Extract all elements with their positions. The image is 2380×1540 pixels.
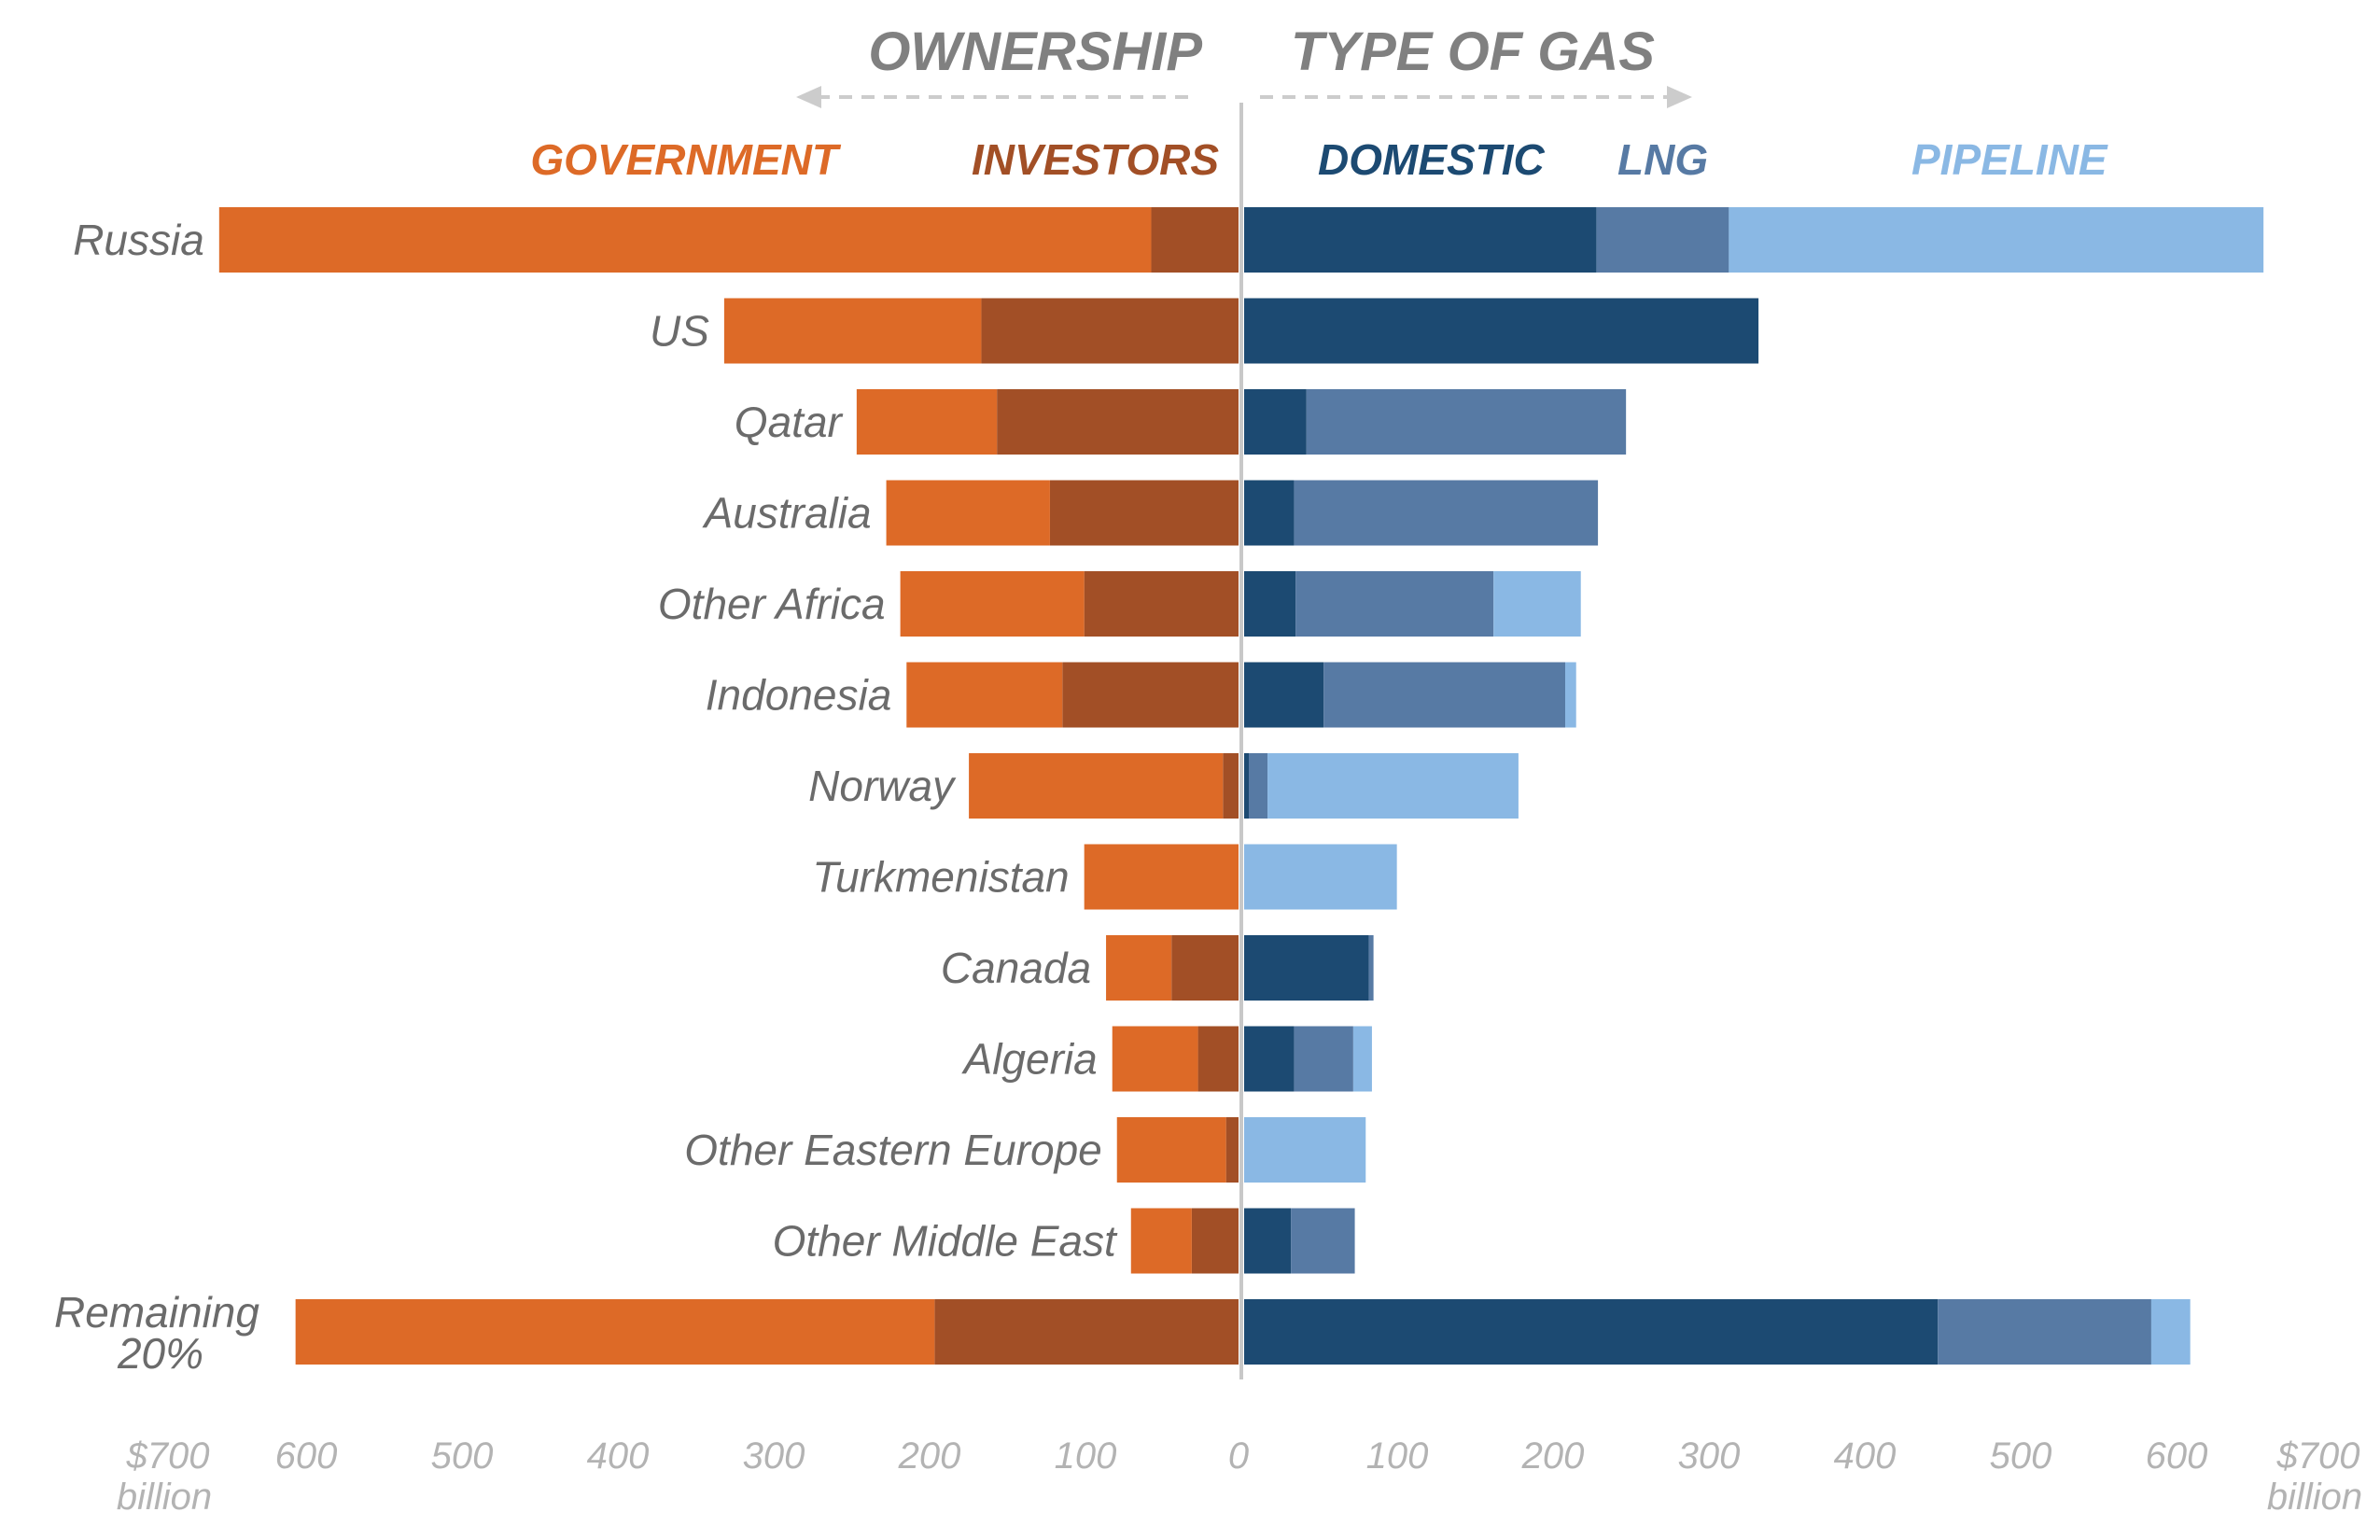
legend-domestic: DOMESTIC [1318,135,1546,184]
legend-investors: INVESTORS [972,135,1219,184]
bar-domestic-russia [1244,207,1597,273]
category-labels: Russia US Qatar Australia Other Africa Indone… [54,216,1118,1378]
bar-government-other-middle-east [1130,1208,1192,1274]
bar-government-algeria [1112,1026,1198,1092]
bar-investors-indonesia [1062,662,1239,728]
category-label: Turkmenistan [812,853,1069,902]
bar-investors-australia [1049,480,1239,546]
bar-investors-other-middle-east [1191,1208,1239,1274]
bar-government-remaining-20 [295,1299,935,1365]
category-label: Russia [73,216,204,264]
bar-investors-remaining-20 [934,1299,1239,1365]
bar-pipeline-remaining-20 [2150,1299,2191,1365]
left-unit-label: billion [117,1477,212,1518]
bar-domestic-remaining-20 [1244,1299,1939,1365]
bar-pipeline-turkmenistan [1244,844,1397,910]
bar-pipeline-algeria [1352,1026,1372,1092]
bar-investors-norway [1223,753,1239,819]
right-unit-label: billion [2267,1477,2362,1518]
left-max-tick-label: $700 [126,1435,210,1477]
bar-group [218,207,2264,1365]
bar-government-turkmenistan [1084,844,1239,910]
tick-label: 100 [1366,1435,1429,1477]
tick-label: 100 [1055,1435,1117,1477]
tick-label: 600 [2146,1435,2208,1477]
x-axis-ticks: 600 500 400 300 200 100 100 200 300 400 500 600 [275,1435,2208,1477]
tick-label: 400 [587,1435,650,1477]
tick-label: 200 [898,1435,961,1477]
bar-domestic-qatar [1244,389,1307,455]
bar-domestic-canada [1244,935,1369,1001]
zero-tick-label: 0 [1228,1435,1249,1477]
bar-pipeline-indonesia [1565,662,1576,728]
bar-domestic-other-middle-east [1244,1208,1292,1274]
bar-lng-other-africa [1295,571,1494,637]
bar-government-australia [886,480,1050,546]
left-arrow-icon [796,86,1195,108]
category-label: Canada [941,944,1091,992]
legend-government: GOVERNMENT [530,135,842,184]
bar-investors-qatar [997,389,1239,455]
category-label: Other Africa [658,580,886,628]
bar-investors-canada [1171,935,1239,1001]
bar-investors-algeria [1197,1026,1239,1092]
category-label: Norway [808,762,957,810]
bar-investors-other-africa [1084,571,1239,637]
bar-pipeline-norway [1267,753,1519,819]
legend-pipeline: PIPELINE [1911,135,2108,184]
category-label: Qatar [735,398,844,446]
type-of-gas-header: TYPE OF GAS [1291,21,1655,82]
tick-label: 500 [1990,1435,2052,1477]
bar-government-qatar [856,389,998,455]
bar-investors-russia [1151,207,1239,273]
bar-pipeline-other-eastern-europe [1244,1117,1366,1183]
category-label: Indonesia [706,671,892,720]
right-max-tick-label: $700 [2276,1435,2360,1477]
bar-government-other-africa [900,571,1085,637]
tick-label: 200 [1521,1435,1585,1477]
bar-domestic-australia [1244,480,1295,546]
bar-lng-algeria [1294,1026,1353,1092]
bar-lng-russia [1596,207,1729,273]
tick-label: 500 [431,1435,494,1477]
tick-label: 400 [1834,1435,1897,1477]
bar-government-canada [1106,935,1172,1001]
bar-pipeline-russia [1729,207,2264,273]
category-label: US [650,307,709,356]
right-arrow-icon [1260,86,1692,108]
bar-government-russia [218,207,1152,273]
bar-lng-australia [1294,480,1599,546]
bar-domestic-other-africa [1244,571,1296,637]
bar-government-us [723,298,982,364]
bar-investors-us [981,298,1239,364]
bar-lng-canada [1368,935,1374,1001]
category-label: Australia [702,489,872,538]
category-label: Algeria [961,1035,1098,1084]
bar-investors-other-eastern-europe [1225,1117,1239,1183]
bar-domestic-us [1244,298,1759,364]
bar-lng-norway [1249,753,1268,819]
bar-lng-remaining-20 [1938,1299,2151,1365]
bar-domestic-norway [1244,753,1250,819]
tick-label: 300 [743,1435,805,1477]
bar-lng-qatar [1306,389,1627,455]
tick-label: 600 [275,1435,338,1477]
bar-domestic-algeria [1244,1026,1295,1092]
tick-label: 300 [1678,1435,1741,1477]
bar-government-indonesia [906,662,1063,728]
category-label: Other Middle East [773,1217,1118,1266]
bar-domestic-indonesia [1244,662,1324,728]
bar-government-norway [969,753,1224,819]
bar-pipeline-other-africa [1493,571,1581,637]
category-label: Remaining 20% [54,1288,259,1378]
ownership-header: OWNERSHIP [868,21,1202,82]
legend-lng: LNG [1617,135,1708,184]
bar-lng-indonesia [1323,662,1566,728]
category-label: Other Eastern Europe [684,1126,1101,1174]
bar-government-other-eastern-europe [1116,1117,1226,1183]
bar-lng-other-middle-east [1291,1208,1355,1274]
